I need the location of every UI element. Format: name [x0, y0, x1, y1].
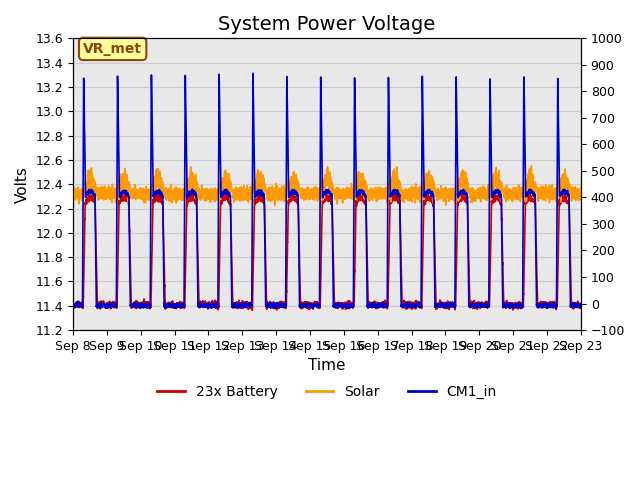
Legend: 23x Battery, Solar, CM1_in: 23x Battery, Solar, CM1_in [152, 380, 502, 405]
X-axis label: Time: Time [308, 359, 346, 373]
Text: VR_met: VR_met [83, 42, 142, 56]
Title: System Power Voltage: System Power Voltage [218, 15, 436, 34]
Y-axis label: Volts: Volts [15, 166, 30, 203]
